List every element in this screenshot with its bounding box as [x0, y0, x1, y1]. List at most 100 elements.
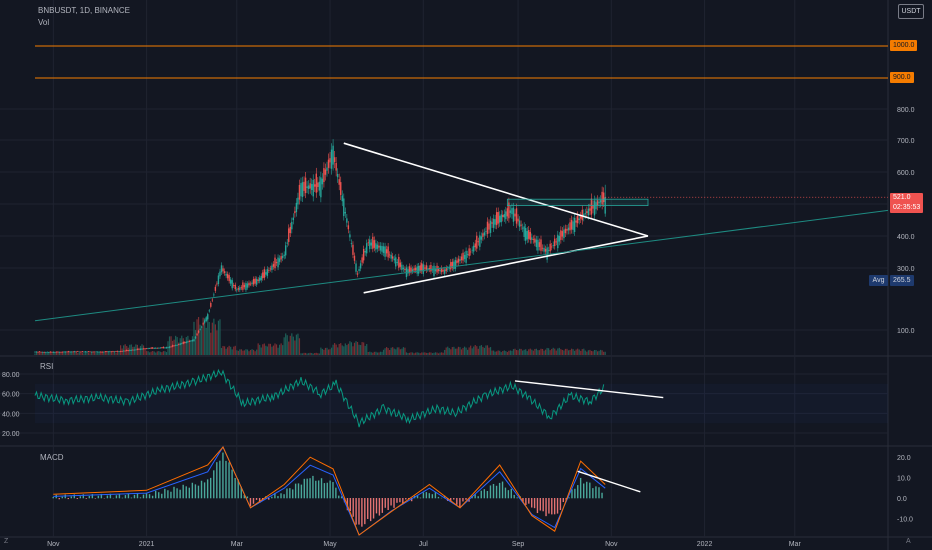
volume-bar [366, 344, 368, 355]
macd-histogram-bar [130, 497, 133, 499]
volume-bar [181, 335, 183, 355]
price-pane[interactable] [34, 45, 889, 355]
candle-body [535, 239, 538, 248]
trendline-lower [363, 235, 649, 294]
candle-body [502, 214, 504, 218]
candle-body [401, 264, 403, 270]
candle-body [237, 288, 240, 290]
candle-body [413, 268, 415, 271]
volume-bar [153, 351, 155, 355]
candle-body [162, 346, 165, 349]
volume-bar [436, 352, 438, 355]
macd-histogram-bar [100, 493, 103, 499]
candle-body [67, 351, 70, 353]
macd-histogram-bar [542, 498, 544, 512]
candle-body [77, 351, 79, 353]
volume-bar [142, 345, 145, 355]
volume-bar [213, 318, 215, 355]
candle-body [54, 351, 56, 353]
volume-bar [81, 352, 83, 355]
timezone-icon[interactable]: Z [4, 538, 9, 545]
candle-body [417, 265, 420, 274]
candle-body [135, 349, 137, 351]
candle-body [106, 351, 108, 353]
macd-histogram-bar [340, 496, 343, 499]
candle-body [214, 286, 217, 291]
candle-body [98, 351, 100, 353]
signal-line [53, 446, 606, 536]
macd-histogram-bar [577, 485, 579, 499]
candle-body [563, 229, 565, 239]
candle-body [508, 202, 510, 219]
volume-legend[interactable]: Vol [38, 18, 50, 27]
volume-bar [193, 321, 195, 355]
rsi-tick-label: 20.00 [2, 431, 20, 438]
candle-body [129, 349, 131, 351]
candle-body [399, 262, 402, 267]
volume-bar [202, 317, 204, 355]
macd-histogram-bar [136, 493, 139, 499]
candle-body [303, 181, 305, 191]
macd-histogram-bar [399, 498, 401, 503]
volume-bar [604, 351, 606, 355]
candle-body [344, 212, 347, 214]
volume-bar [390, 347, 392, 355]
candle-body [486, 221, 489, 234]
macd-pane[interactable] [52, 445, 641, 536]
currency-button[interactable]: USDT [898, 4, 924, 19]
auto-scale-icon[interactable]: A [906, 538, 911, 545]
volume-bar [561, 349, 563, 355]
candle-body [495, 212, 498, 226]
candle-body [84, 351, 87, 353]
candle-body [488, 223, 490, 230]
macd-histogram-bar [70, 496, 72, 499]
candle-body [191, 340, 194, 342]
candle-body [375, 243, 377, 250]
candle-body [540, 239, 542, 251]
macd-histogram-bar [462, 498, 464, 502]
candle-body [477, 241, 480, 243]
candle-body [292, 217, 295, 221]
volume-bar [266, 346, 268, 355]
macd-histogram-bar [88, 496, 91, 499]
candle-body [505, 211, 507, 220]
macd-histogram-bar [405, 498, 407, 500]
macd-histogram-bar [142, 494, 145, 499]
rsi-pane[interactable] [34, 368, 888, 428]
macd-histogram-bar [443, 495, 446, 499]
macd-histogram-bar [277, 496, 279, 499]
candle-body [564, 228, 567, 234]
volume-bar [460, 349, 463, 355]
macd-histogram-bar [209, 477, 212, 499]
volume-bar [118, 351, 120, 355]
volume-bar [144, 348, 146, 355]
candle-body [281, 255, 284, 258]
candle-body [112, 351, 114, 352]
candle-body [69, 351, 71, 353]
candle-body [460, 256, 463, 261]
macd-title[interactable]: MACD [40, 453, 64, 462]
candle-body [145, 348, 148, 350]
volume-bar [86, 352, 88, 355]
volume-bar [133, 346, 135, 355]
volume-bar [55, 351, 58, 355]
volume-bar [184, 342, 186, 355]
candle-body [382, 246, 385, 253]
volume-bar [546, 347, 548, 355]
volume-bar [113, 351, 116, 355]
candle-body [503, 214, 506, 218]
candle-body [177, 344, 180, 346]
candle-body [439, 269, 441, 272]
volume-bar [528, 349, 530, 355]
macd-histogram-bar [589, 482, 591, 499]
volume-bar [171, 340, 174, 355]
candle-body [318, 181, 321, 191]
volume-bar [384, 348, 386, 355]
candle-body [211, 299, 214, 301]
macd-histogram-bar [292, 489, 294, 499]
symbol-title[interactable]: BNBUSDT, 1D, BINANCE [38, 6, 131, 15]
rsi-title[interactable]: RSI [40, 362, 54, 371]
volume-bar [45, 352, 47, 355]
x-tick-label: 2022 [697, 541, 713, 548]
